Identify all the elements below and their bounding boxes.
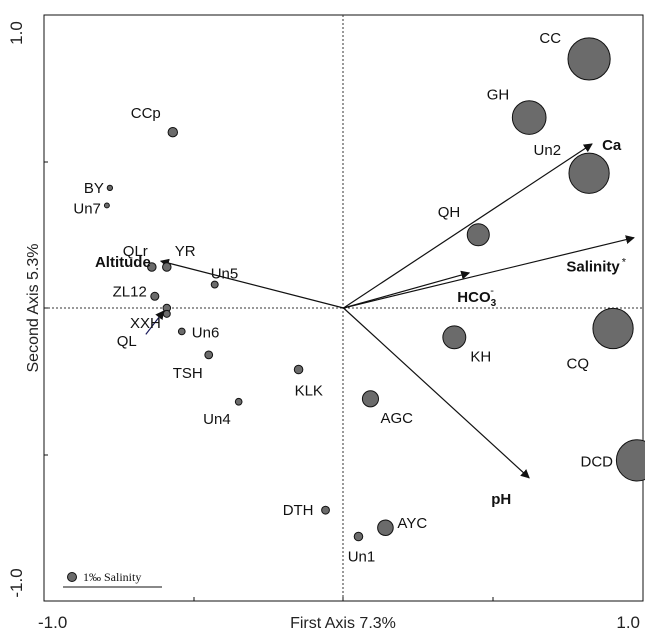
- site-point-cq: [592, 307, 634, 350]
- site-label-tsh: TSH: [173, 365, 203, 382]
- x-tick-label-left: -1.0: [38, 613, 67, 632]
- site-label-un2: Un2: [534, 142, 562, 159]
- site-point-kh: [442, 325, 467, 350]
- site-points: [103, 37, 645, 542]
- site-point-un5: [210, 280, 219, 289]
- site-point-un2: [568, 152, 610, 194]
- variable-label-ph: pH: [491, 491, 511, 508]
- site-label-ql: QL: [117, 333, 137, 350]
- site-point-dcd: [615, 439, 645, 482]
- site-point-yr: [162, 262, 172, 272]
- site-point-ayc: [377, 519, 394, 537]
- site-point-un6: [177, 327, 186, 336]
- site-point-tsh: [204, 350, 214, 360]
- variable-labels: Ca Salinity * HCO3- Altitude pH: [95, 137, 627, 508]
- site-label-agc: AGC: [380, 410, 413, 427]
- site-point-cc: [567, 37, 611, 81]
- site-label-kh: KH: [470, 348, 491, 365]
- site-label-dth: DTH: [283, 502, 314, 519]
- x-axis-title: First Axis 7.3%: [290, 615, 396, 632]
- site-label-un4: Un4: [203, 411, 231, 428]
- site-label-yr: YR: [175, 243, 196, 260]
- y-tick-label-bottom: -1.0: [7, 568, 26, 597]
- site-label-un6: Un6: [192, 324, 220, 341]
- variable-superscript: *: [622, 257, 627, 269]
- vector-altitude: [159, 258, 344, 309]
- site-point-un7: [103, 202, 110, 209]
- site-point-dth: [321, 505, 330, 515]
- site-label-ayc: AYC: [397, 515, 427, 532]
- site-point-ccp: [167, 126, 179, 138]
- environmental-vectors: [145, 143, 635, 479]
- site-label-qh: QH: [438, 204, 461, 221]
- site-label-un5: Un5: [211, 266, 239, 283]
- site-label-un7: Un7: [73, 200, 101, 217]
- variable-superscript: -: [490, 285, 494, 297]
- pointer-arrow-ql: [145, 310, 165, 335]
- site-label-un1: Un1: [348, 549, 376, 566]
- site-point-un1: [353, 531, 364, 542]
- site-label-cc: CC: [539, 30, 561, 47]
- site-label-by: BY: [84, 180, 104, 197]
- vector-ca: [343, 143, 593, 309]
- site-label-klk: KLK: [295, 383, 323, 400]
- site-point-gh: [511, 100, 547, 135]
- site-point-zl12: [150, 291, 160, 301]
- variable-label-ca: Ca: [602, 137, 622, 154]
- variable-label-hco: HCO3-: [457, 285, 496, 309]
- site-label-xxh: XXH: [130, 315, 161, 332]
- variable-subscript: 3: [491, 298, 497, 309]
- variable-label-salinity: Salinity *: [566, 257, 626, 276]
- legend-label: 1‰ Salinity: [83, 570, 141, 584]
- variable-label-altitude: Altitude: [95, 254, 151, 271]
- site-point-by: [106, 184, 114, 192]
- y-axis-ticks: [44, 14, 52, 602]
- site-point-qh: [466, 223, 490, 247]
- site-label-zl12: ZL12: [113, 283, 147, 300]
- site-label-dcd: DCD: [581, 453, 614, 470]
- legend: 1‰ Salinity: [63, 570, 162, 588]
- site-label-ccp: CCp: [131, 105, 161, 122]
- vector-salinity: [343, 235, 635, 309]
- site-label-cq: CQ: [567, 356, 590, 373]
- site-label-qlr: QLr: [123, 243, 148, 260]
- vector-ph: [343, 307, 530, 479]
- x-axis-ticks: [193, 597, 494, 601]
- vector-hco: [343, 270, 471, 309]
- y-tick-label-top: 1.0: [7, 21, 26, 45]
- site-point-ql: [162, 309, 171, 318]
- site-point-agc: [361, 390, 380, 408]
- site-point-qlr: [147, 262, 157, 272]
- legend-symbol: [67, 572, 77, 582]
- site-label-gh: GH: [487, 87, 510, 104]
- site-point-klk: [293, 364, 304, 375]
- x-tick-label-right: 1.0: [616, 613, 640, 632]
- site-point-un4: [234, 397, 243, 406]
- y-axis-title: Second Axis 5.3%: [25, 244, 42, 373]
